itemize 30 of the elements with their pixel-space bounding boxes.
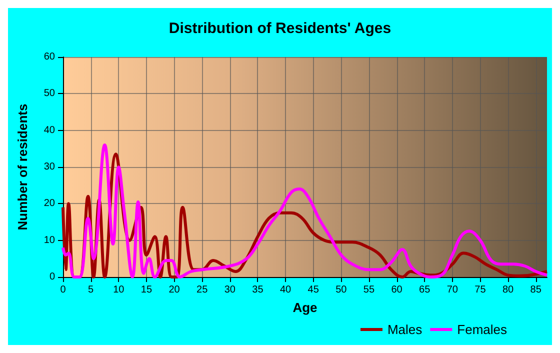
x-tick-label: 70	[446, 284, 458, 296]
y-tick-label: 50	[44, 88, 56, 100]
x-tick-label: 25	[196, 284, 208, 296]
x-tick-label: 35	[252, 284, 264, 296]
x-tick-label: 85	[530, 284, 542, 296]
x-axis-title: Age	[292, 300, 318, 315]
y-axis-title: Number of residents	[15, 104, 30, 230]
chart-title: Distribution of Residents' Ages	[168, 20, 392, 37]
x-tick-label: 5	[88, 284, 94, 296]
x-tick-label: 20	[168, 284, 180, 296]
x-tick-label: 60	[391, 284, 403, 296]
x-tick-label: 80	[502, 284, 514, 296]
x-tick-label: 10	[113, 284, 125, 296]
x-tick-label: 15	[140, 284, 152, 296]
y-tick-label: 60	[44, 52, 56, 62]
x-tick-label: 50	[336, 284, 348, 296]
x-tick-label: 40	[280, 284, 292, 296]
y-tick-label: 0	[49, 272, 56, 282]
x-tick-label: 0	[60, 284, 66, 296]
legend-label: Females	[457, 322, 508, 337]
x-tick-label: 75	[474, 284, 486, 296]
y-tick-label: 10	[44, 234, 56, 246]
x-tick-label: 65	[419, 284, 431, 296]
x-tick-label: 55	[363, 284, 375, 296]
y-tick-label: 30	[44, 162, 56, 172]
x-tick-label: 45	[308, 284, 320, 296]
x-tick-label: 30	[224, 284, 236, 296]
y-tick-label: 40	[44, 124, 56, 136]
y-tick-label: 20	[44, 198, 56, 210]
legend-label: Males	[387, 322, 423, 337]
